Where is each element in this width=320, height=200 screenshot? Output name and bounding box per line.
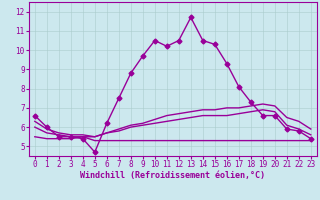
X-axis label: Windchill (Refroidissement éolien,°C): Windchill (Refroidissement éolien,°C) xyxy=(80,171,265,180)
